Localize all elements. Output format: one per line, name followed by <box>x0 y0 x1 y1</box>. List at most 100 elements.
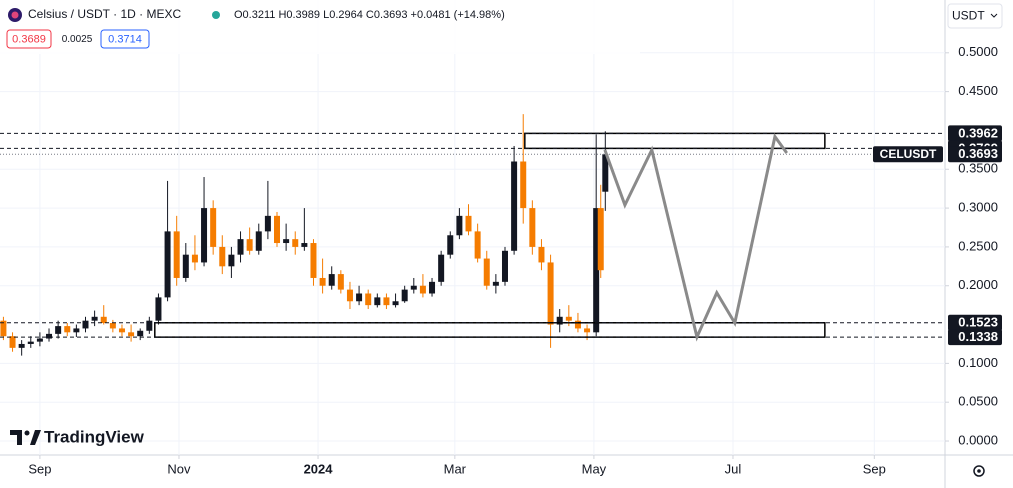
candle-body <box>456 215 463 236</box>
candle-body <box>246 239 253 251</box>
brand-logo <box>10 430 41 445</box>
candle-body <box>283 239 290 244</box>
y-tick-label: 0.3000 <box>958 200 998 215</box>
dropdown-caret <box>990 13 998 18</box>
currency-dropdown[interactable] <box>947 3 1003 29</box>
candle-body <box>91 316 98 321</box>
last-price-label-bg <box>948 146 1002 163</box>
candle-body <box>474 231 481 259</box>
zone-box <box>154 322 826 338</box>
candle-body <box>328 274 335 286</box>
candle-body <box>356 293 363 302</box>
candle-body <box>36 338 43 342</box>
candle-body <box>137 330 144 337</box>
candle-body <box>374 297 381 306</box>
overlays <box>0 132 945 342</box>
candle-body <box>55 326 62 334</box>
candle-body <box>520 161 527 209</box>
candle-body <box>465 215 472 232</box>
candle-body <box>100 316 107 324</box>
candle-body <box>346 289 353 302</box>
candle-body <box>602 154 609 192</box>
bid: 0.3689 <box>12 33 46 45</box>
candle-body <box>27 341 34 344</box>
y-tick-label: 0.0500 <box>958 394 998 409</box>
candle-body <box>164 231 171 298</box>
level-label-bg <box>948 125 1002 142</box>
market-status <box>212 11 220 19</box>
candle-body <box>511 161 518 251</box>
candle-body <box>529 208 536 247</box>
symbol-label: CELUSDT <box>880 147 937 161</box>
candle-body <box>538 246 545 263</box>
settings-button[interactable] <box>973 465 985 477</box>
candle-body <box>64 326 71 333</box>
y-tick-label: 0.3500 <box>958 161 998 176</box>
level-label: 0.3962 <box>958 125 998 140</box>
candle-body <box>337 274 344 290</box>
candle-body <box>109 323 116 329</box>
candle-body <box>173 231 180 278</box>
candle-body <box>365 293 372 306</box>
ask: 0.3714 <box>108 33 142 45</box>
candle-body <box>73 328 80 333</box>
candle-body <box>584 328 591 333</box>
brand: TradingView <box>44 427 145 446</box>
x-tick-label: 2024 <box>304 461 334 476</box>
candle-body <box>128 332 135 337</box>
candle-body <box>191 254 198 263</box>
x-tick-label: Sep <box>28 461 51 476</box>
candle-body <box>319 277 326 286</box>
candle-body <box>565 316 572 321</box>
x-tick-label: Mar <box>444 461 467 476</box>
last-price-label: 0.3693 <box>958 146 998 161</box>
ohlc: O0.3211 H0.3989 L0.2964 C0.3693 +0.0481 … <box>234 9 505 21</box>
plot <box>0 114 609 356</box>
candle-body <box>146 320 153 331</box>
candle-body <box>0 320 7 337</box>
candle-body <box>547 262 554 325</box>
candle-body <box>410 285 417 290</box>
candle-body <box>118 328 125 333</box>
candle-body <box>556 316 563 325</box>
level-label-bg <box>948 314 1002 331</box>
candle-body <box>401 289 408 302</box>
candle-body <box>201 208 208 263</box>
y-tick-label: 0.1000 <box>958 355 998 370</box>
candle-body <box>483 258 490 286</box>
candle-body <box>438 254 445 282</box>
level-label: 0.1523 <box>958 315 998 330</box>
candle-body <box>18 343 25 348</box>
candle-body <box>492 281 499 286</box>
candle-body <box>274 215 281 244</box>
currency: USDT <box>952 9 985 23</box>
y-tick-label: 0.2000 <box>958 277 998 292</box>
x-tick-label: Sep <box>863 461 886 476</box>
candle-body <box>392 301 399 306</box>
candle-body <box>301 243 308 247</box>
candle-body <box>182 254 189 278</box>
ask-box[interactable] <box>100 29 150 49</box>
candle-body <box>255 231 262 251</box>
candle-body <box>228 254 235 267</box>
candle-body <box>9 336 16 348</box>
symbol-label-bg <box>873 146 943 163</box>
candle-body <box>383 297 390 306</box>
candle-body <box>593 208 600 333</box>
settings-icon <box>977 469 981 473</box>
y-tick-label: 0.0000 <box>958 432 998 447</box>
spread: 0.0025 <box>62 34 93 45</box>
bid-box[interactable] <box>6 29 52 49</box>
symbol-title[interactable]: Celsius / USDT · 1D · MEXC <box>28 7 181 21</box>
candle-body <box>210 208 217 247</box>
y-tick-label: 0.4500 <box>958 83 998 98</box>
candle-body <box>46 333 53 339</box>
candle-body <box>264 215 271 232</box>
y-tick-label: 0.5000 <box>958 44 998 59</box>
candle-body <box>501 250 508 282</box>
candle-body <box>447 235 454 255</box>
candle-body <box>155 297 162 321</box>
grid <box>0 0 945 455</box>
symbol-logo-dot <box>11 11 19 19</box>
